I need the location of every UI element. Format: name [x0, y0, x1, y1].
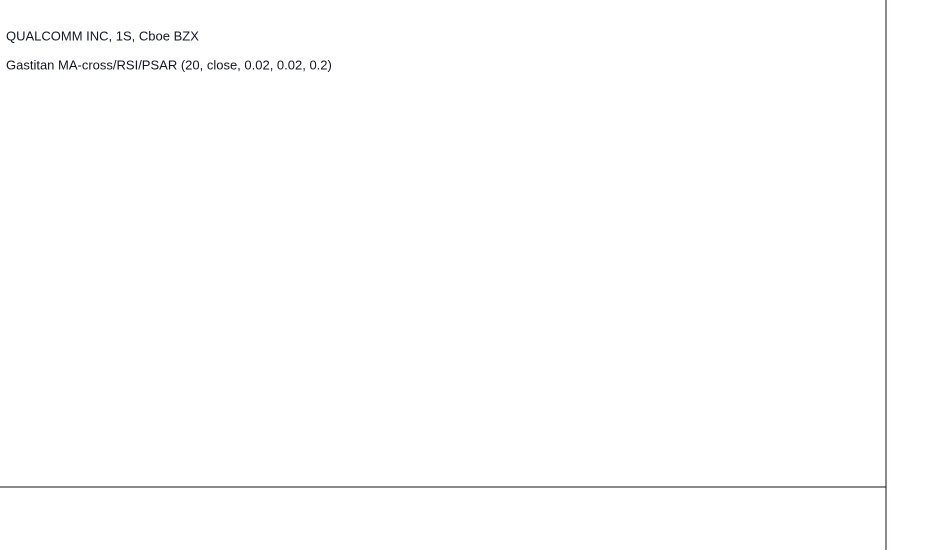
chart-title: QUALCOMM INC, 1S, Cboe BZX: [6, 28, 199, 43]
indicator-title: Gastitan MA-cross/RSI/PSAR (20, close, 0…: [6, 57, 332, 72]
